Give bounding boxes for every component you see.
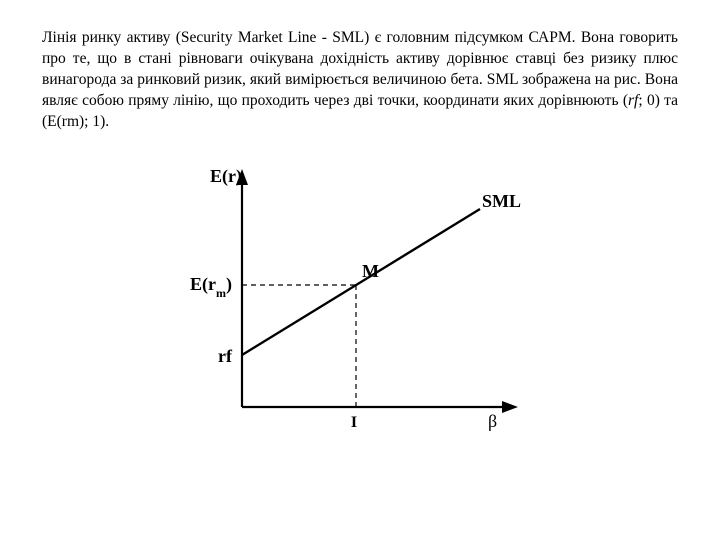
beta-label: β: [488, 411, 497, 431]
sml-label: SML: [482, 191, 521, 211]
m-label: M: [362, 261, 379, 281]
y-axis-label: E(r): [210, 166, 242, 187]
erm-label: E(rm): [190, 274, 232, 300]
sml-line: [242, 209, 480, 355]
rf-label: rf: [218, 346, 233, 366]
x-tick-1: I: [351, 414, 357, 431]
chart-container: E(r) E(rm) rf M SML I β: [42, 157, 678, 457]
para-rf: rf: [628, 92, 638, 109]
sml-chart: E(r) E(rm) rf M SML I β: [170, 157, 550, 457]
x-axis-arrow: [502, 401, 518, 413]
body-text: Лінія ринку активу (Security Market Line…: [42, 28, 678, 133]
para-main: Лінія ринку активу (Security Market Line…: [42, 29, 678, 109]
